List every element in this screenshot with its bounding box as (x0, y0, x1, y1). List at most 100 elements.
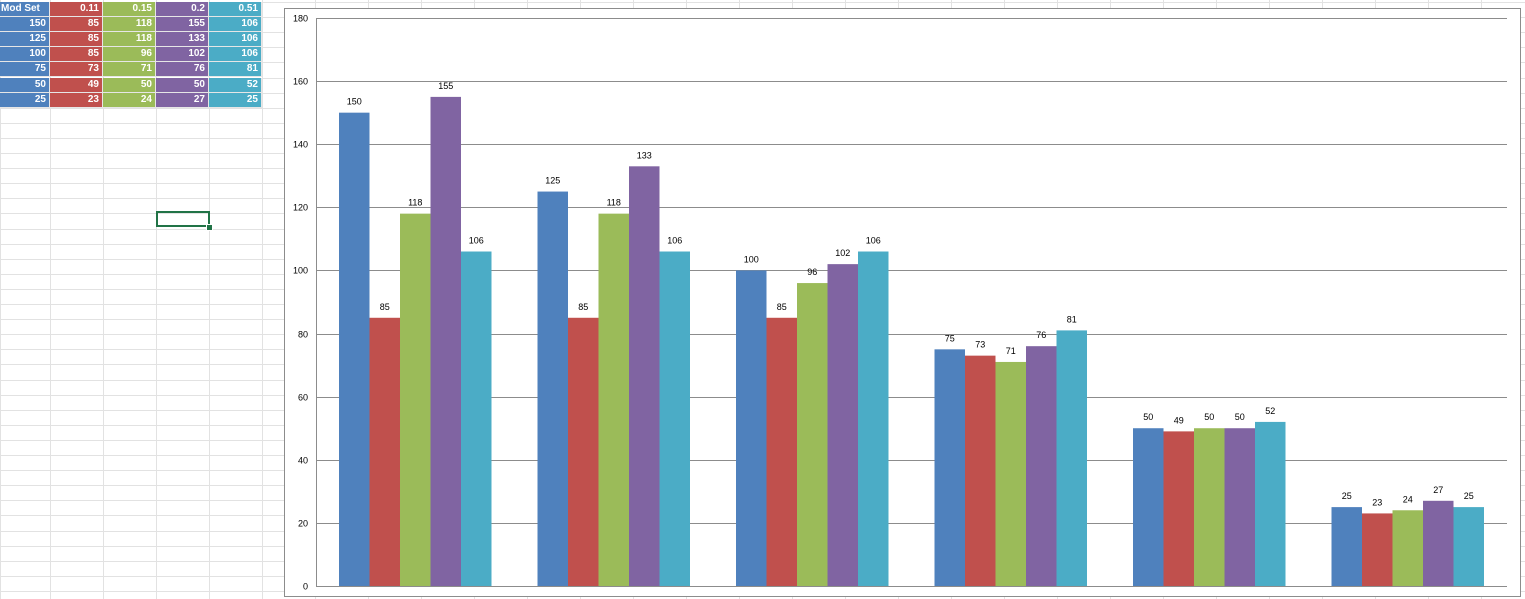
data-cell[interactable]: 73 (50, 62, 103, 77)
bar[interactable] (629, 166, 660, 587)
data-cell[interactable]: 71 (103, 62, 156, 77)
data-cell[interactable]: 24 (103, 93, 156, 108)
header-cell[interactable]: 0.2 (156, 2, 209, 17)
bar[interactable] (369, 317, 401, 586)
data-cell[interactable]: 25 (209, 93, 262, 108)
bar[interactable] (766, 317, 798, 586)
data-cell[interactable]: 49 (50, 78, 103, 93)
bar[interactable] (934, 349, 966, 586)
bar[interactable] (1224, 428, 1256, 586)
bar[interactable] (1331, 507, 1363, 586)
data-label: 25 (1464, 491, 1474, 501)
bar[interactable] (430, 96, 462, 586)
data-cell[interactable]: 85 (50, 17, 103, 32)
column-chart[interactable]: 0 20 40 60 80 100 120 140 160 180 150 125 100 75 50 25… (285, 9, 1520, 596)
data-cell[interactable]: 23 (50, 93, 103, 108)
data-label: 24 (1403, 494, 1413, 504)
data-label: 85 (578, 302, 588, 312)
bar[interactable] (339, 112, 370, 587)
data-label: 96 (807, 267, 817, 277)
data-label: 49 (1174, 415, 1184, 425)
bar[interactable] (659, 251, 691, 586)
bar[interactable] (858, 251, 889, 586)
bar[interactable] (400, 213, 431, 586)
data-label: 23 (1372, 497, 1382, 507)
y-tick-label: 40 (298, 456, 308, 466)
data-cell[interactable]: 100 (0, 47, 50, 62)
data-cell[interactable]: 106 (209, 47, 262, 62)
bar[interactable] (995, 361, 1027, 586)
data-cell[interactable]: 85 (50, 47, 103, 62)
bar[interactable] (1255, 421, 1286, 586)
fill-handle[interactable] (206, 224, 213, 231)
data-label: 52 (1265, 406, 1275, 416)
data-label: 100 (744, 254, 759, 264)
data-cell[interactable]: 150 (0, 17, 50, 32)
bar[interactable] (1423, 500, 1454, 586)
header-cell[interactable]: 0.15 (103, 2, 156, 17)
data-label: 133 (637, 150, 652, 160)
data-cell[interactable]: 96 (103, 47, 156, 62)
data-label: 25 (1342, 491, 1352, 501)
data-cell[interactable]: 106 (209, 32, 262, 47)
y-tick-label: 80 (298, 330, 308, 340)
data-cell[interactable]: 85 (50, 32, 103, 47)
data-cell[interactable]: 52 (209, 78, 262, 93)
chart-area[interactable]: 0 20 40 60 80 100 120 140 160 180 150 125 100 75 50 25… (284, 8, 1521, 597)
bar[interactable] (1194, 428, 1225, 586)
bar[interactable] (1133, 428, 1164, 586)
bar[interactable] (1453, 507, 1485, 586)
data-label: 125 (545, 176, 560, 186)
y-tick-label: 20 (298, 519, 308, 529)
y-tick-label: 60 (298, 393, 308, 403)
header-cell[interactable]: 0.51 (209, 2, 262, 17)
y-tick-label: 180 (293, 14, 308, 24)
data-label: 27 (1433, 485, 1443, 495)
header-cell[interactable]: 0.11 (50, 2, 103, 17)
bar[interactable] (461, 251, 492, 586)
y-tick-label: 140 (293, 140, 308, 150)
data-label: 85 (380, 302, 390, 312)
y-tick-label: 0 (303, 582, 308, 592)
data-cell[interactable]: 50 (156, 78, 209, 93)
data-cell[interactable]: 75 (0, 62, 50, 77)
data-label: 50 (1235, 412, 1245, 422)
data-label: 106 (667, 236, 682, 246)
data-cell[interactable]: 118 (103, 17, 156, 32)
bar[interactable] (1392, 510, 1424, 586)
data-labels: 150 125 100 75 50 25 85 85 85 73 49 23 118 118 96 71 50 2… (347, 81, 1474, 508)
data-label: 150 (347, 97, 362, 107)
data-cell[interactable]: 25 (0, 93, 50, 108)
data-label: 76 (1036, 330, 1046, 340)
selected-cell[interactable] (156, 211, 210, 227)
data-cell[interactable]: 102 (156, 47, 209, 62)
data-cell[interactable]: 76 (156, 62, 209, 77)
data-cell[interactable]: 50 (103, 78, 156, 93)
bar[interactable] (1163, 431, 1195, 586)
data-label: 118 (607, 198, 621, 208)
data-cell[interactable]: 125 (0, 32, 50, 47)
data-cell[interactable]: 50 (0, 78, 50, 93)
data-label: 81 (1067, 314, 1077, 324)
data-cell[interactable]: 81 (209, 62, 262, 77)
data-cell[interactable]: 133 (156, 32, 209, 47)
bar[interactable] (827, 264, 859, 586)
bar[interactable] (568, 317, 599, 586)
data-cell[interactable]: 106 (209, 17, 262, 32)
bar[interactable] (537, 191, 569, 587)
data-cell[interactable]: 155 (156, 17, 209, 32)
y-tick-label: 100 (293, 266, 308, 276)
bar[interactable] (1056, 330, 1088, 586)
header-cell[interactable]: Mod Set (0, 2, 50, 17)
bar[interactable] (965, 355, 996, 586)
bar[interactable] (797, 283, 828, 586)
bar[interactable] (1026, 346, 1057, 586)
bar[interactable] (736, 270, 767, 586)
bar[interactable] (598, 213, 630, 586)
data-cell[interactable]: 118 (103, 32, 156, 47)
bar[interactable] (1362, 513, 1393, 586)
data-label: 73 (975, 340, 985, 350)
y-axis-tick-labels: 0 20 40 60 80 100 120 140 160 180 (293, 14, 308, 592)
data-cell[interactable]: 27 (156, 93, 209, 108)
bars[interactable] (339, 96, 1485, 587)
